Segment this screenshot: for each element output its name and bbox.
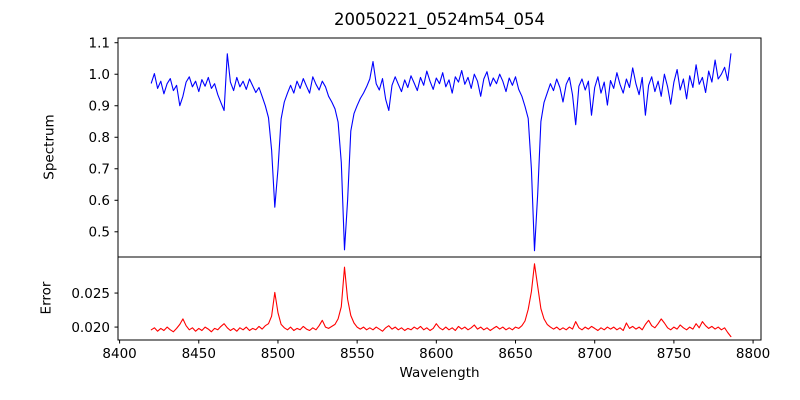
spectrum-spines (117, 37, 762, 258)
y-tick-label: 0.5 (89, 224, 110, 240)
panel-error: 0.020 0.025 (71, 256, 762, 341)
y-tick-label: 1.1 (89, 35, 110, 51)
x-tick-label: 8700 (578, 346, 612, 362)
x-tick-label: 8450 (182, 346, 216, 362)
x-tick-label: 8600 (419, 346, 453, 362)
x-axis-label: Wavelength (399, 365, 480, 381)
chart-title: 20050221_0524m54_054 (333, 10, 546, 29)
x-tick-label: 8500 (261, 346, 295, 362)
error-y-ticks: 0.020 0.025 (71, 286, 118, 336)
y-axis-label-spectrum: Spectrum (41, 114, 58, 180)
x-tick-label: 8650 (498, 346, 532, 362)
panel-spectrum: 0.5 0.6 0.7 0.8 0.9 1.0 1.1 (89, 35, 762, 258)
y-tick-label: 0.8 (89, 130, 110, 146)
error-line (150, 263, 732, 338)
y-tick-label: 0.6 (89, 193, 110, 209)
x-tick-label: 8800 (736, 346, 770, 362)
spectrum-line (150, 53, 732, 252)
x-tick-label: 8400 (102, 346, 136, 362)
x-tick-label: 8750 (657, 346, 691, 362)
y-tick-label: 0.9 (89, 98, 110, 114)
y-tick-label: 0.7 (89, 161, 110, 177)
spectrum-y-ticks: 0.5 0.6 0.7 0.8 0.9 1.0 1.1 (89, 35, 118, 240)
error-spines (117, 256, 762, 341)
y-tick-label: 1.0 (89, 67, 110, 83)
x-axis-ticks: 8400 8450 8500 8550 8600 8650 8700 8750 8800 (102, 340, 770, 362)
y-axis-label-error: Error (38, 281, 55, 315)
y-tick-label: 0.025 (71, 286, 110, 302)
y-tick-label: 0.020 (71, 320, 110, 336)
x-tick-label: 8550 (340, 346, 374, 362)
